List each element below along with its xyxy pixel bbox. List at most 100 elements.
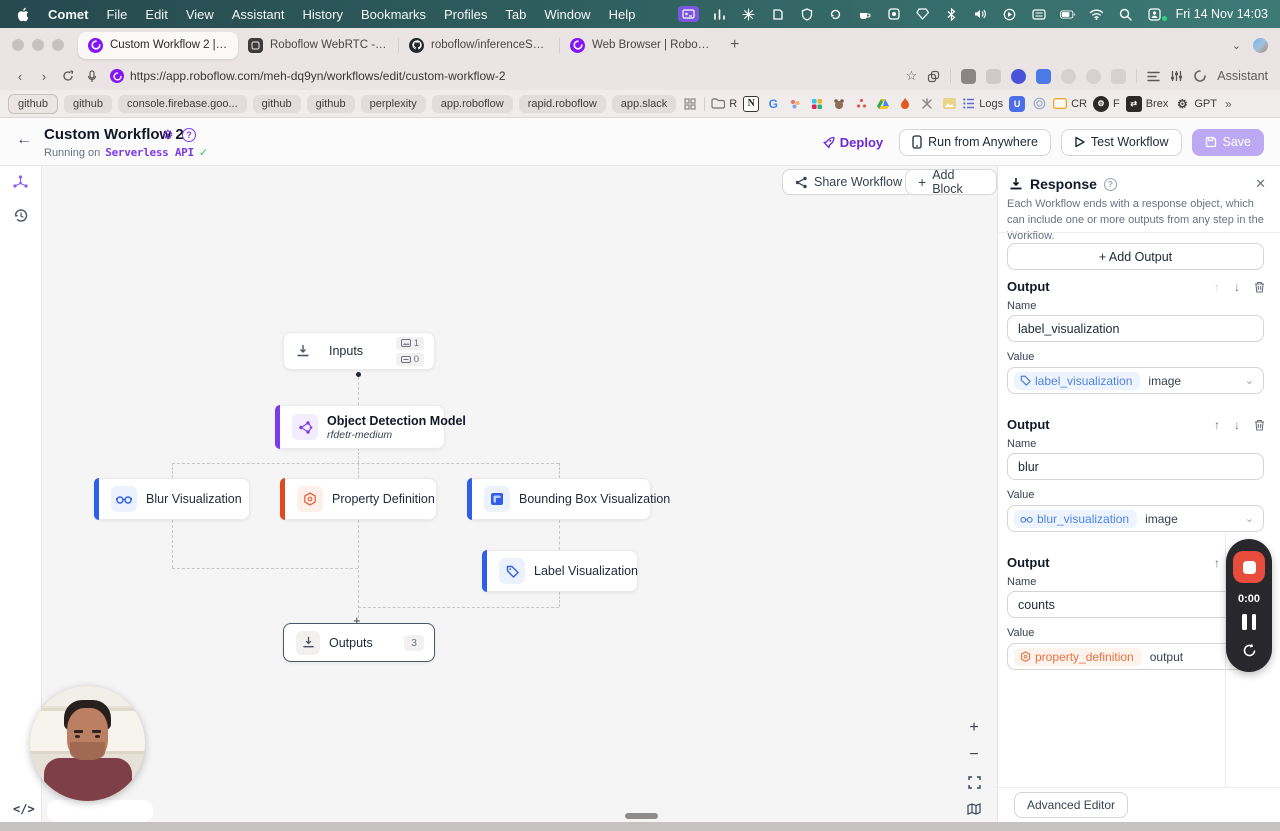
new-tab-button[interactable]: + (730, 36, 740, 53)
workflow-nodes-icon[interactable] (12, 174, 29, 191)
history-arrow-icon[interactable] (828, 6, 844, 22)
window-controls[interactable] (0, 39, 78, 51)
canvas-horizontal-scrollbar[interactable] (625, 813, 658, 819)
move-down-icon[interactable]: ↓ (1234, 418, 1240, 432)
output-name-input[interactable] (1007, 453, 1264, 480)
assistant-label[interactable]: Assistant (1217, 69, 1268, 83)
gpt-bookmark[interactable]: ⚙ GPT (1174, 96, 1217, 112)
screen-cast-icon[interactable] (677, 6, 699, 22)
advanced-editor-button[interactable]: Advanced Editor (1014, 792, 1129, 818)
profile-avatar[interactable] (1253, 37, 1268, 53)
stop-recording-button[interactable] (1233, 551, 1265, 583)
extension-lock-icon[interactable] (961, 68, 977, 84)
sketch-icon[interactable] (915, 6, 931, 22)
restart-recording-button[interactable] (1241, 642, 1258, 659)
panel-help-icon[interactable]: ? (1103, 177, 1117, 191)
bookmark-chip[interactable]: github (63, 94, 112, 113)
output-name-input[interactable] (1007, 315, 1264, 342)
bookmark-chip[interactable]: app.slack (611, 94, 677, 113)
play-circle-icon[interactable] (1002, 6, 1018, 22)
workflow-settings-gear-icon[interactable]: ⚙ (162, 127, 174, 142)
url-text[interactable]: https://app.roboflow.com/meh-dq9yn/workf… (130, 69, 506, 83)
extension-shield-icon[interactable] (1036, 68, 1052, 84)
node-bounding-box-visualization[interactable]: Bounding Box Visualization (467, 478, 670, 520)
drive-icon[interactable] (875, 96, 891, 112)
fast-user-switch-icon[interactable] (1147, 6, 1167, 22)
node-outputs[interactable]: Outputs 3 (283, 623, 435, 662)
mic-icon[interactable] (80, 69, 104, 83)
bookmark-chip[interactable]: github (306, 94, 355, 113)
save-button[interactable]: Save (1191, 128, 1264, 156)
brew-icon[interactable] (857, 6, 873, 22)
extension-dim-icon[interactable] (1086, 68, 1102, 84)
delete-icon[interactable] (1254, 281, 1265, 293)
brex-bookmark[interactable]: ⇄ Brex (1125, 95, 1168, 112)
menu-profiles[interactable]: Profiles (444, 6, 488, 22)
extension-dim-icon[interactable] (1061, 68, 1077, 84)
menu-tab[interactable]: Tab (505, 6, 527, 22)
code-editor-toggle-icon[interactable]: </> (13, 802, 35, 816)
menubar-clock[interactable]: Fri 14 Nov 14:03 (1175, 7, 1268, 21)
fit-view-icon[interactable] (965, 773, 983, 791)
shield-u-icon[interactable]: U (1009, 95, 1026, 112)
node-property-definition[interactable]: Property Definition (280, 478, 437, 520)
menu-edit[interactable]: Edit (145, 6, 168, 22)
extension-icon[interactable] (986, 68, 1002, 84)
output-value-select[interactable]: blur_visualization image ⌄ (1007, 505, 1264, 532)
menu-window[interactable]: Window (544, 6, 591, 22)
menu-view[interactable]: View (185, 6, 214, 22)
flame-icon[interactable] (897, 96, 913, 112)
reload-icon[interactable] (56, 70, 80, 82)
tab-webrtc[interactable]: Roboflow WebRTC - Secure (238, 32, 398, 59)
node-label-visualization[interactable]: Label Visualization (482, 550, 638, 592)
zoom-out-button[interactable]: − (969, 746, 979, 763)
photo-icon[interactable] (941, 96, 957, 112)
sliders-icon[interactable] (1170, 70, 1183, 82)
logs-bookmark[interactable]: Logs (963, 98, 1003, 110)
tool-x-icon[interactable] (919, 96, 935, 112)
camera-icon[interactable] (886, 6, 902, 22)
add-output-button[interactable]: + Add Output (1007, 243, 1264, 270)
bookmark-chip[interactable]: console.firebase.goo... (117, 94, 247, 113)
triad-dots-icon[interactable] (853, 96, 869, 112)
minimize-window-button[interactable] (32, 39, 44, 51)
tab-web-browser-docs[interactable]: Web Browser | Roboflow Do (560, 32, 720, 59)
bookmark-chip[interactable]: rapid.roboflow (518, 94, 606, 113)
run-from-anywhere-button[interactable]: Run from Anywhere (899, 128, 1051, 156)
menu-assistant[interactable]: Assistant (231, 6, 285, 22)
minimap-icon[interactable] (965, 800, 983, 818)
test-workflow-button[interactable]: Test Workflow (1060, 128, 1182, 156)
forward-icon[interactable]: › (41, 68, 47, 84)
bookmark-chip[interactable]: app.roboflow (431, 94, 513, 113)
move-up-icon[interactable]: ↑ (1214, 556, 1220, 570)
node-object-detection-model[interactable]: Object Detection Model rfdetr-medium (275, 405, 466, 449)
tab-custom-workflow[interactable]: Custom Workflow 2 | Workfl (78, 31, 238, 59)
extension-dim-icon[interactable] (1111, 68, 1127, 84)
tab-github-repo[interactable]: roboflow/inferenceSampleA (399, 32, 559, 59)
f-bookmark[interactable]: ⚙ F (1092, 95, 1120, 112)
pause-recording-button[interactable] (1226, 614, 1272, 630)
bookmark-folder-r[interactable]: R (711, 98, 737, 110)
menu-file[interactable]: File (106, 6, 128, 22)
move-up-icon[interactable]: ↑ (1214, 280, 1220, 294)
close-window-button[interactable] (12, 39, 24, 51)
node-blur-visualization[interactable]: Blur Visualization (94, 478, 250, 520)
history-icon[interactable] (12, 207, 29, 224)
rings-icon[interactable] (1031, 96, 1047, 112)
bookmark-chip[interactable]: perplexity (360, 94, 426, 113)
back-icon[interactable]: ‹ (17, 68, 23, 84)
window-app-icon[interactable] (770, 6, 786, 22)
workflow-help-icon[interactable]: ? (182, 128, 196, 142)
workflow-canvas[interactable]: Share Workflow + Add Block Inputs 1 (42, 166, 997, 822)
notion-bookmark-icon[interactable]: N (743, 95, 760, 112)
slack-like-icon[interactable] (809, 96, 825, 112)
keyboard-icon[interactable] (1031, 6, 1047, 22)
assistant-logo-icon[interactable] (1193, 69, 1207, 83)
zoom-in-button[interactable]: + (969, 719, 979, 736)
snowflake-icon[interactable] (741, 6, 757, 22)
bookmark-star-icon[interactable]: ☆ (905, 68, 918, 83)
tab-overview-chevron-icon[interactable]: ⌄ (1231, 39, 1241, 52)
shield-icon[interactable] (799, 6, 815, 22)
menu-lines-icon[interactable] (1147, 71, 1160, 82)
apple-icon[interactable] (14, 6, 30, 22)
